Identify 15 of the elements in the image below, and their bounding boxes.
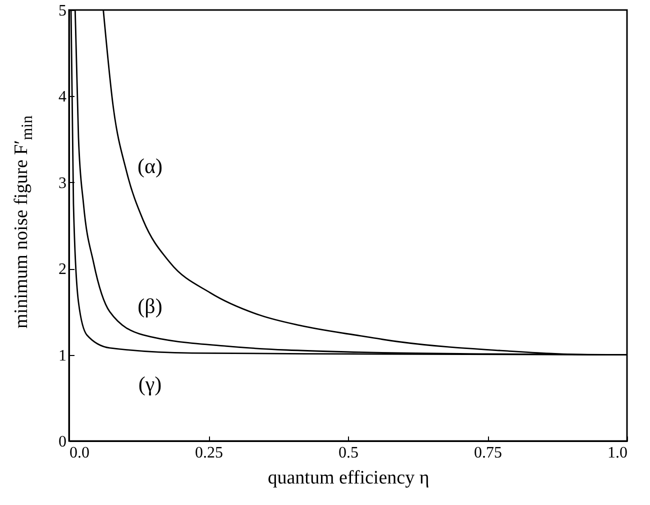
y-tick-label: 3 [58, 174, 66, 192]
series-label: (α) [138, 154, 162, 178]
y-tick-label: 0 [58, 434, 66, 450]
series-label: (γ) [138, 372, 162, 396]
x-tick-label: 0.75 [474, 444, 502, 462]
y-tick-label: 2 [58, 261, 66, 278]
y-tick-label: 4 [58, 88, 66, 106]
series-label: (β) [138, 294, 162, 318]
x-tick-label: 0.25 [195, 444, 223, 462]
y-tick-label: 1 [58, 347, 66, 364]
x-tick-label: 0.5 [338, 444, 358, 462]
y-tick-label: 5 [58, 2, 66, 20]
x-tick-label: 0.0 [70, 444, 90, 462]
x-tick-label: 1.0 [608, 444, 628, 462]
x-axis-title: quantum efficiency η [268, 468, 430, 488]
